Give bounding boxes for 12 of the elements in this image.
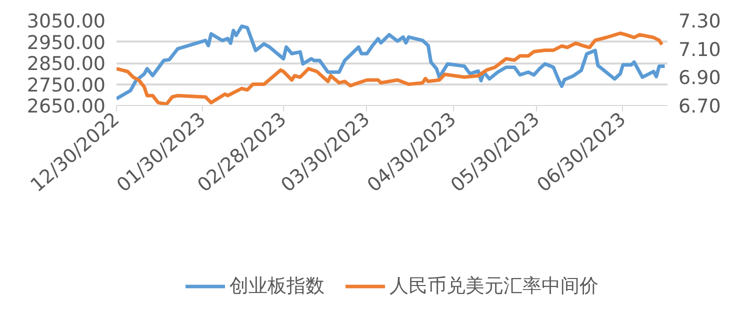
legend-label: 创业板指数 [230, 274, 324, 299]
y2-tick-label: 7.10 [678, 38, 721, 61]
y-tick-label: 2850.00 [26, 53, 106, 75]
y-tick-label: 2950.00 [26, 32, 106, 54]
y2-tick-label: 6.90 [678, 67, 721, 90]
y2-tick-label: 6.70 [678, 96, 721, 118]
legend-label: 人民币兑美元汇率中间价 [390, 274, 598, 299]
line-series [116, 24, 666, 100]
line-series [116, 32, 664, 106]
y2-tick-label: 7.30 [678, 10, 721, 32]
y-tick-label: 2750.00 [26, 74, 106, 96]
y-tick-label: 3050.00 [26, 10, 106, 32]
